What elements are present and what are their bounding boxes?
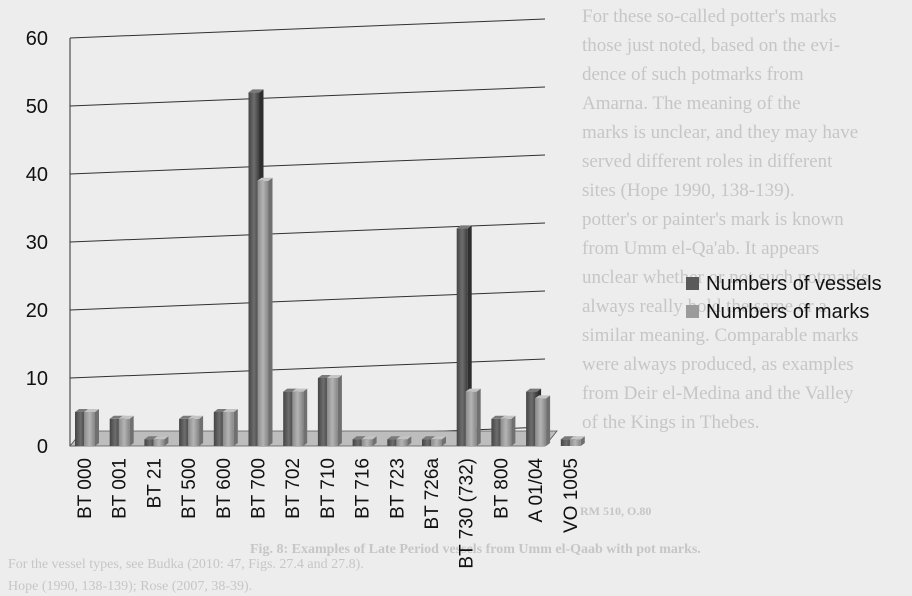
bar-marks	[84, 409, 99, 446]
legend-swatch-marks	[686, 305, 699, 318]
x-tick-label: BT 001	[110, 458, 131, 519]
y-tick-label: 0	[37, 436, 48, 458]
gridline	[70, 19, 545, 38]
bar-marks	[466, 389, 481, 446]
bg-stamp: RM 510, O.80	[580, 504, 651, 518]
gridline	[70, 223, 545, 242]
y-tick-label: 40	[26, 164, 48, 186]
bg-line: potter's or painter's mark is known	[582, 209, 844, 230]
x-tick-label: BT 702	[283, 458, 304, 519]
x-tick-label: BT 726a	[422, 458, 443, 530]
x-tick-label: BT 800	[491, 458, 512, 519]
x-tick-label: A 01/04	[526, 458, 547, 523]
bar-marks	[119, 416, 134, 446]
bar-marks	[570, 436, 585, 446]
x-tick-label: BT 21	[144, 458, 165, 508]
legend-swatch-vessels	[686, 277, 699, 290]
bar-marks	[188, 416, 203, 446]
y-tick-label: 10	[26, 368, 48, 390]
bar-marks	[292, 389, 307, 446]
bar-marks	[500, 416, 515, 446]
bg-line: sites (Hope 1990, 138-139).	[582, 180, 795, 201]
bg-footnote: Hope (1990, 138-139); Rose (2007, 38-39)…	[8, 579, 252, 594]
x-tick-label: BT 700	[249, 458, 270, 519]
chart-floor	[70, 38, 557, 446]
bg-line: For these so-called potter's marks	[582, 6, 837, 27]
bar-marks	[153, 436, 168, 446]
y-tick-label: 60	[26, 28, 48, 50]
bg-line: those just noted, based on the evi-	[582, 35, 840, 56]
x-tick-label: BT 600	[214, 458, 235, 519]
gridline	[70, 291, 545, 310]
bar-marks	[362, 436, 377, 446]
legend-label-vessels: Numbers of vessels	[706, 273, 882, 295]
y-tick-label: 30	[26, 232, 48, 254]
bg-footnote: For the vessel types, see Budka (2010: 4…	[8, 557, 364, 572]
x-tick-label: BT 723	[387, 458, 408, 519]
x-tick-label: BT 500	[179, 458, 200, 519]
bg-line: from Deir el-Medina and the Valley	[582, 383, 854, 404]
grid-lines	[70, 19, 545, 446]
bg-line: served different roles in different	[582, 151, 833, 172]
bar-marks	[396, 436, 411, 446]
gridline	[70, 359, 545, 378]
bar-marks	[327, 375, 342, 446]
x-tick-label: BT 000	[75, 458, 96, 519]
bg-line: were always produced, as examples	[582, 354, 854, 375]
gridline	[70, 87, 545, 106]
x-tick-label: BT 716	[353, 458, 374, 519]
x-tick-label: BT 710	[318, 458, 339, 519]
bar-marks	[258, 178, 273, 446]
x-tick-label: BT 730 (732)	[457, 458, 478, 569]
bg-line: similar meaning. Comparable marks	[582, 325, 858, 346]
legend-label-marks: Numbers of marks	[706, 301, 869, 323]
bg-line: Amarna. The meaning of the	[582, 93, 801, 114]
bar-marks	[431, 436, 446, 446]
bar-marks	[223, 409, 238, 446]
x-tick-label: VO 1005	[561, 458, 582, 533]
y-tick-label: 50	[26, 96, 48, 118]
y-tick-label: 20	[26, 300, 48, 322]
bars	[75, 89, 585, 446]
bar-marks	[535, 395, 550, 446]
floor-plane	[70, 431, 557, 446]
bg-line: from Umm el-Qa'ab. It appears	[582, 238, 819, 259]
bg-line: of the Kings in Thebes.	[582, 412, 760, 433]
gridline	[70, 155, 545, 174]
y-axis-tick-labels: 0 10 20 30 40 50 60	[26, 28, 48, 458]
bg-line: dence of such potmarks from	[582, 64, 804, 85]
bg-line: marks is unclear, and they may have	[582, 122, 858, 143]
